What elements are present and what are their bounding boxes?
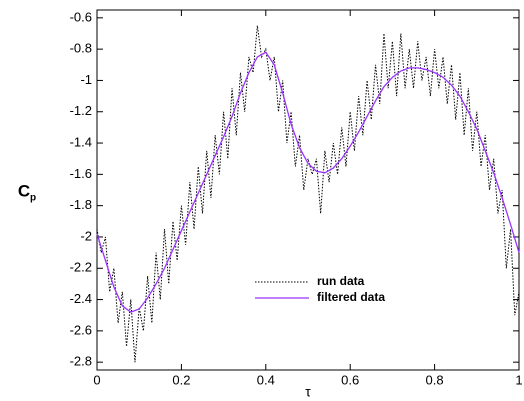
y-tick-label: -0.6 bbox=[70, 9, 92, 24]
y-tick-label: -1.6 bbox=[70, 166, 92, 181]
plot-frame bbox=[96, 9, 520, 371]
x-axis-label: τ bbox=[305, 384, 311, 400]
y-tick-label: -1.4 bbox=[70, 134, 92, 149]
data-line bbox=[96, 25, 520, 363]
data-line bbox=[96, 51, 520, 313]
x-tick-label: 0 bbox=[93, 372, 100, 387]
y-tick-label: -1.2 bbox=[70, 103, 92, 118]
y-tick-label: -2.4 bbox=[70, 291, 92, 306]
y-tick-label: -0.8 bbox=[70, 41, 92, 56]
y-tick-label: -2.8 bbox=[70, 354, 92, 369]
x-tick-label: 0.8 bbox=[426, 372, 444, 387]
y-tick-label: -1 bbox=[80, 72, 92, 87]
legend-label: run data bbox=[317, 274, 365, 288]
y-tick-label: -2.2 bbox=[70, 260, 92, 275]
x-tick-label: 0.6 bbox=[341, 372, 359, 387]
y-axis-label-subscript: p bbox=[30, 193, 36, 204]
y-tick-label: -2.6 bbox=[70, 322, 92, 337]
x-tick-label: 0.2 bbox=[172, 372, 190, 387]
y-tick-label: -1.8 bbox=[70, 197, 92, 212]
legend-label: filtered data bbox=[317, 290, 385, 304]
x-tick-label: 0.4 bbox=[257, 372, 275, 387]
y-tick-label: -2 bbox=[80, 228, 92, 243]
y-axis-label: C bbox=[18, 181, 30, 200]
x-tick-label: 1 bbox=[515, 372, 522, 387]
